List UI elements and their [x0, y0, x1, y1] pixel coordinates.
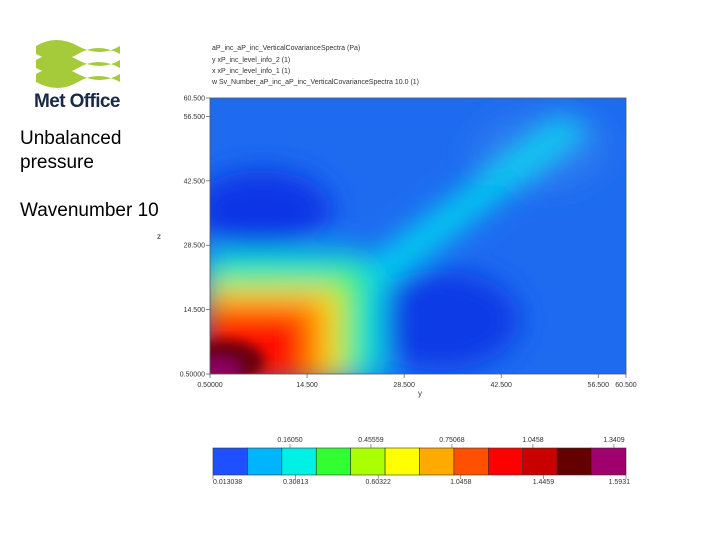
x-tick-label: 0.50000	[197, 382, 222, 389]
colorbar	[212, 447, 627, 476]
y-tick-label: 60.500	[184, 96, 206, 103]
colorbar-swatch	[281, 447, 317, 476]
colorbar-swatch	[522, 447, 558, 476]
y-tick-label: 14.500	[184, 307, 206, 314]
colorbar-swatch	[212, 447, 248, 476]
colorbar-bottom-label: 0.30813	[283, 479, 308, 486]
met-office-waves-icon	[36, 40, 120, 88]
y-tick-label: 42.500	[184, 178, 206, 185]
y-axis-ticks: 0.50000 14.500 28.500 42.500 56.500 60.500	[180, 96, 210, 379]
y-axis-label: z	[157, 232, 161, 241]
brand-name: Met Office	[34, 91, 120, 112]
x-axis-ticks: 0.50000 14.500 28.500 42.500 56.500 60.500	[197, 374, 637, 389]
colorbar-swatch	[419, 447, 455, 476]
colorbar-top-label: 1.0458	[522, 437, 544, 444]
x-axis-label: y	[418, 389, 422, 398]
y-tick-label: 0.50000	[180, 372, 205, 379]
colorbar-bottom-label: 1.5931	[609, 479, 631, 486]
header-line-2: y xP_inc_level_info_2 (1)	[212, 57, 291, 64]
header-line-3: x xP_inc_level_info_1 (1)	[212, 68, 291, 75]
colorbar-swatch	[488, 447, 524, 476]
y-tick-label: 28.500	[184, 243, 206, 250]
colorbar-bottom-label: 0.60322	[366, 479, 391, 486]
colorbar-swatch	[591, 447, 627, 476]
met-office-logo	[34, 36, 124, 116]
colorbar-swatch	[315, 447, 351, 476]
colorbar-swatch	[453, 447, 489, 476]
colorbar-bottom-label: 1.0458	[450, 479, 472, 486]
colorbar-bottom-label: 0.013038	[213, 479, 242, 486]
colorbar-swatch	[350, 447, 386, 476]
x-tick-label: 14.500	[296, 382, 318, 389]
colorbar-top-label: 0.45559	[358, 437, 383, 444]
colorbar-top-label: 0.16050	[277, 437, 302, 444]
colorbar-swatch	[247, 447, 283, 476]
wavenumber-label: Wavenumber 10	[20, 200, 159, 221]
header-line-1: aP_inc_aP_inc_VerticalCovarianceSpectra …	[212, 45, 361, 52]
colorbar-swatch	[384, 447, 420, 476]
colorbar-top-labels: 0.16050 0.45559 0.75068 1.0458 1.3409	[277, 437, 625, 448]
colorbar-bottom-label: 1.4459	[533, 479, 555, 486]
plot-frame	[209, 97, 627, 375]
x-tick-label: 28.500	[393, 382, 415, 389]
x-tick-label: 56.500	[588, 382, 610, 389]
variable-title: Unbalanced pressure	[20, 128, 122, 173]
colorbar-top-label: 0.75068	[439, 437, 464, 444]
header-line-4: w Sv_Number_aP_inc_aP_inc_VerticalCovari…	[212, 79, 419, 86]
colorbar-top-label: 1.3409	[603, 437, 625, 444]
y-tick-label: 56.500	[184, 114, 206, 121]
x-tick-label: 60.500	[615, 382, 637, 389]
x-tick-label: 42.500	[490, 382, 512, 389]
heatmap-field	[210, 98, 626, 374]
colorbar-swatch	[556, 447, 592, 476]
colorbar-bottom-labels: 0.013038 0.30813 0.60322 1.0458 1.4459 1.5931	[212, 475, 631, 486]
